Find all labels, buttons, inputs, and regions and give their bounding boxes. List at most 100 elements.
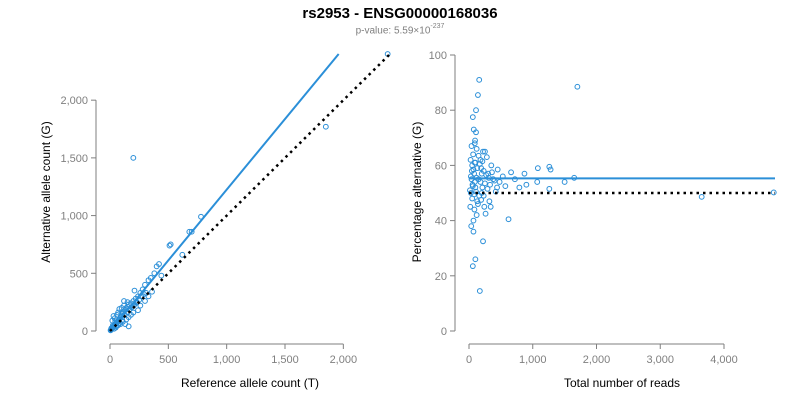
left-x-tick-label: 1,000: [213, 354, 241, 366]
left-data-point: [179, 251, 186, 258]
right-data-point: [468, 223, 475, 230]
left-data-point: [115, 309, 122, 316]
p-value-subtitle: p-value: 5.59×10-237: [0, 23, 800, 37]
right-data-point: [483, 154, 490, 161]
right-data-point: [469, 183, 476, 190]
right-data-point: [534, 165, 541, 172]
right-data-point: [480, 238, 486, 245]
right-data-point: [470, 228, 477, 235]
left-data-point: [153, 263, 160, 270]
right-data-point: [469, 263, 476, 270]
right-x-tick-label: 4,000: [710, 354, 738, 366]
left-x-axis-title: Reference allele count (T): [181, 376, 319, 390]
left-x-tick-label: 500: [159, 354, 177, 366]
right-data-point: [496, 179, 503, 185]
right-x-tick-label: 2,000: [583, 354, 611, 366]
left-y-tick-label: 0: [82, 326, 88, 338]
right-data-point: [474, 165, 481, 172]
right-data-point: [470, 217, 477, 224]
left-data-point: [125, 323, 132, 330]
right-data-point: [489, 169, 495, 176]
left-x-tick-label: 2,000: [330, 354, 358, 366]
right-x-axis-title: Total number of reads: [564, 376, 680, 390]
right-data-point: [469, 114, 476, 120]
right-data-point: [546, 185, 553, 192]
right-y-tick-label: 40: [435, 216, 447, 228]
right-y-axis-title: Percentage alternative (G): [410, 122, 424, 263]
right-data-point: [770, 189, 777, 196]
left-data-point: [158, 272, 165, 279]
right-data-point: [516, 184, 523, 191]
right-data-point: [494, 166, 501, 173]
left-panel-allele-counts: 0 500 1,000 1,500 2,000 0 500 1,000 1,500 2,000 Re…: [39, 51, 391, 390]
right-data-point: [476, 76, 483, 83]
right-data-point: [472, 256, 479, 263]
right-data-point: [469, 162, 476, 169]
left-data-point: [116, 306, 123, 312]
right-data-point: [473, 212, 480, 218]
right-data-point: [521, 170, 528, 177]
right-data-point: [487, 181, 493, 188]
left-data-point: [130, 154, 137, 161]
right-data-point: [475, 201, 481, 207]
right-data-point: [479, 158, 486, 165]
right-data-point: [546, 163, 553, 170]
left-y-axis-title: Alternative allele count (G): [39, 121, 53, 262]
left-y-tick-label: 1,500: [60, 153, 88, 165]
right-data-point: [523, 181, 530, 188]
right-data-point: [468, 168, 475, 174]
right-data-point: [698, 193, 705, 200]
right-data-point: [482, 180, 488, 187]
right-data-point: [488, 162, 495, 169]
p-value-exponent: -237: [430, 23, 445, 30]
right-data-point: [468, 143, 475, 149]
left-data-point: [322, 123, 329, 130]
right-data-point: [475, 152, 482, 159]
right-panel-percentage-alternative: 0 1,000 2,000 3,000 4,000 0 20 40 60 80 100 Total n…: [410, 50, 777, 390]
right-data-point: [479, 184, 486, 191]
right-y-tick-label: 60: [435, 160, 447, 172]
right-data-point: [471, 191, 478, 198]
left-x-tick-label: 1,500: [271, 354, 299, 366]
left-data-point: [188, 228, 195, 235]
right-y-tick-label: 20: [435, 271, 447, 283]
left-data-point: [137, 302, 144, 309]
right-data-point: [480, 148, 486, 155]
chart-title: rs2953 - ENSG00000168036: [302, 5, 498, 22]
right-data-point: [480, 168, 487, 174]
right-data-point: [482, 148, 488, 155]
left-data-point: [135, 307, 141, 314]
right-data-point: [486, 198, 493, 205]
left-data-point: [142, 298, 148, 304]
left-fit-line: [109, 53, 340, 332]
right-data-point: [481, 203, 488, 210]
left-data-point: [128, 311, 134, 318]
left-data-point: [167, 241, 174, 248]
right-y-tick-label: 100: [429, 50, 447, 62]
right-y-tick-label: 80: [435, 105, 447, 117]
p-value-text: p-value: 5.59×10: [355, 25, 431, 37]
right-data-point: [534, 179, 541, 185]
right-data-point: [508, 169, 514, 176]
left-reference-line: [109, 53, 391, 332]
right-data-point: [473, 145, 480, 152]
right-data-point: [473, 107, 479, 114]
right-data-point: [468, 190, 474, 196]
right-data-point: [476, 288, 483, 294]
right-data-point: [494, 184, 500, 191]
left-x-tick-label: 0: [107, 354, 113, 366]
right-x-tick-label: 0: [466, 354, 472, 366]
right-data-point: [472, 137, 478, 144]
left-data-point: [124, 299, 131, 306]
right-data-point: [471, 206, 478, 213]
right-data-point: [478, 197, 485, 203]
left-y-tick-label: 2,000: [60, 95, 88, 107]
right-data-point: [474, 198, 481, 205]
right-y-tick-label: 0: [441, 326, 447, 338]
right-data-point: [470, 126, 477, 133]
right-data-point: [467, 203, 474, 210]
right-data-point: [482, 210, 489, 217]
right-x-tick-label: 1,000: [519, 354, 547, 366]
